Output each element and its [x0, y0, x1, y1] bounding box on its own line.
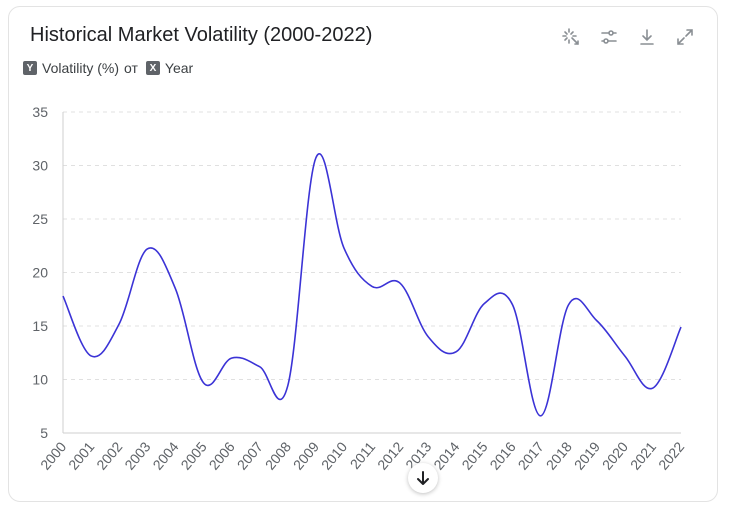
x-tick-label: 2011: [347, 438, 379, 472]
chart-card: Historical Market Volatility (2000-2022): [8, 6, 718, 502]
x-tick-label: 2006: [206, 438, 238, 472]
data-point: [229, 356, 234, 361]
chart-toolbar: [559, 25, 697, 49]
x-badge: X: [145, 61, 160, 75]
sparkle-icon[interactable]: [559, 25, 583, 49]
scroll-down-button[interactable]: [408, 463, 438, 493]
data-point: [454, 349, 459, 354]
data-point: [89, 353, 94, 358]
x-tick-label: 2008: [262, 438, 294, 472]
y-badge: Y: [23, 61, 37, 75]
data-point: [594, 318, 599, 323]
data-point: [482, 301, 487, 306]
x-tick-label: 2014: [430, 438, 462, 472]
data-point: [650, 386, 655, 391]
x-tick-label: 2004: [149, 438, 181, 472]
y-tick-label: 25: [32, 211, 48, 227]
y-tick-label: 10: [32, 372, 48, 388]
data-point: [426, 334, 431, 339]
data-point: [145, 246, 150, 251]
axes-separator: от: [124, 60, 138, 76]
x-axis-label: Year: [164, 60, 194, 76]
arrow-down-icon: [417, 471, 429, 485]
x-tick-label: 2021: [627, 438, 659, 472]
series-line: [62, 153, 682, 417]
sliders-icon[interactable]: [597, 25, 621, 49]
chart-title: Historical Market Volatility (2000-2022): [30, 24, 373, 46]
data-point: [622, 353, 627, 358]
data-point: [201, 380, 206, 385]
x-tick-label: 2020: [599, 438, 631, 472]
data-point: [257, 364, 262, 369]
x-tick-label: 2015: [458, 438, 490, 472]
y-tick-label: 30: [32, 158, 48, 174]
axes-legend: Y Volatility (%) от X Year: [23, 60, 193, 76]
x-tick-label: 2018: [543, 438, 575, 472]
data-point: [566, 302, 571, 307]
y-tick-label: 5: [40, 425, 48, 441]
x-tick-label: 2017: [515, 438, 547, 472]
expand-icon[interactable]: [673, 25, 697, 49]
x-tick-label: 2016: [486, 438, 518, 472]
data-point: [510, 302, 515, 307]
x-tick-label: 2005: [177, 438, 209, 472]
y-tick-label: 15: [32, 318, 48, 334]
x-tick-label: 2003: [121, 438, 153, 472]
x-tick-label: 2000: [37, 438, 69, 472]
x-tick-label: 2012: [374, 438, 406, 472]
x-tick-label: 2010: [318, 438, 350, 472]
data-point: [398, 281, 403, 286]
y-tick-label: 35: [32, 104, 48, 120]
data-point: [285, 383, 290, 388]
data-point: [61, 294, 66, 299]
x-tick-label: 2001: [65, 438, 97, 472]
data-point: [117, 321, 122, 326]
data-point: [341, 245, 346, 250]
data-point: [313, 156, 318, 161]
x-tick-label: 2022: [655, 438, 687, 472]
x-tick-label: 2019: [571, 438, 603, 472]
x-tick-label: 2009: [290, 438, 322, 472]
x-tick-label: 2002: [93, 438, 125, 472]
data-point: [173, 286, 178, 291]
x-tick-label: 2007: [234, 438, 266, 472]
data-point: [538, 413, 543, 418]
data-point: [370, 284, 375, 289]
y-axis-label: Volatility (%): [42, 60, 120, 76]
y-tick-label: 20: [32, 265, 48, 281]
data-point: [679, 325, 684, 330]
download-icon[interactable]: [635, 25, 659, 49]
